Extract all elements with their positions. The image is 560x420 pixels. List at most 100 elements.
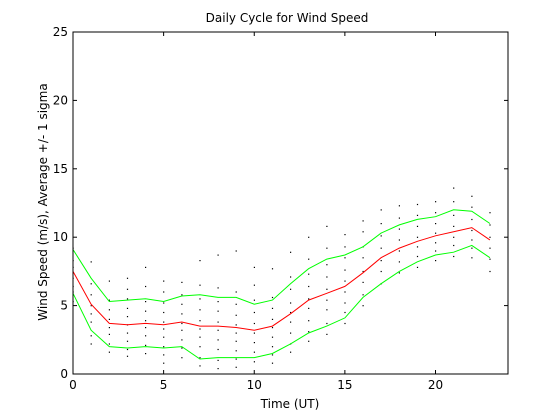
scatter-point xyxy=(453,187,455,189)
scatter-point xyxy=(362,220,364,222)
scatter-point xyxy=(217,287,219,289)
scatter-point xyxy=(235,291,237,293)
scatter-point xyxy=(145,335,147,337)
x-tick-label: 15 xyxy=(337,378,352,392)
scatter-point xyxy=(435,201,437,203)
scatter-point xyxy=(199,346,201,348)
scatter-point xyxy=(271,362,274,364)
scatter-point xyxy=(380,209,382,211)
scatter-point xyxy=(362,231,364,233)
scatter-point xyxy=(271,307,274,309)
scatter-point xyxy=(199,328,201,330)
scatter-point xyxy=(398,205,400,207)
scatter-point xyxy=(435,232,437,234)
scatter-point xyxy=(489,224,491,226)
scatter-point xyxy=(235,366,237,368)
scatter-point xyxy=(217,254,219,256)
scatter-point xyxy=(199,298,201,300)
scatter-point xyxy=(271,296,274,299)
scatter-point xyxy=(108,333,110,335)
scatter-point xyxy=(181,347,183,349)
scatter-point xyxy=(308,307,310,309)
scatter-point xyxy=(163,291,165,293)
scatter-point xyxy=(471,239,473,241)
scatter-point xyxy=(344,246,346,248)
scatter-point xyxy=(145,285,147,288)
scatter-point xyxy=(326,276,328,278)
scatter-point xyxy=(326,309,328,311)
scatter-point xyxy=(145,301,147,303)
scatter-point xyxy=(380,270,382,273)
scatter-point xyxy=(90,343,92,345)
scatter-point xyxy=(145,327,147,329)
scatter-point xyxy=(90,261,92,263)
scatter-point xyxy=(453,255,455,258)
scatter-point xyxy=(126,316,129,318)
scatter-point xyxy=(362,270,364,273)
scatter-point xyxy=(471,206,473,208)
scatter-point xyxy=(126,348,129,351)
scatter-point xyxy=(290,351,292,353)
scatter-point xyxy=(126,277,129,279)
scatter-point xyxy=(199,365,201,367)
scatter-point xyxy=(235,303,237,305)
scatter-point xyxy=(108,351,110,353)
scatter-point xyxy=(435,260,437,262)
scatter-point xyxy=(471,257,473,259)
scatter-point xyxy=(308,320,310,322)
scatter-point xyxy=(398,239,400,241)
scatter-point xyxy=(126,298,129,300)
scatter-point xyxy=(471,218,473,221)
scatter-point xyxy=(253,342,255,344)
scatter-point xyxy=(90,305,92,307)
scatter-point xyxy=(344,311,346,314)
scatter-point xyxy=(308,298,310,300)
scatter-point xyxy=(308,258,310,260)
scatter-point xyxy=(290,332,292,334)
scatter-point xyxy=(163,362,165,364)
x-tick-label: 0 xyxy=(69,378,77,392)
scatter-point xyxy=(253,322,255,325)
scatter-point xyxy=(163,302,165,304)
scatter-point xyxy=(108,309,110,311)
scatter-point xyxy=(435,242,437,244)
scatter-point xyxy=(398,250,400,252)
y-tick-label: 25 xyxy=(53,25,68,39)
scatter-point xyxy=(253,332,255,334)
y-axis-label: Wind Speed (m/s), Average +/- 1 sigma xyxy=(36,83,50,320)
scatter-point xyxy=(398,272,400,274)
scatter-point xyxy=(308,340,310,342)
scatter-point xyxy=(344,269,346,271)
y-tick-label: 15 xyxy=(53,162,68,176)
scatter-point xyxy=(145,353,147,355)
scatter-point xyxy=(90,294,92,296)
scatter-point xyxy=(362,257,364,259)
x-axis-label: Time (UT) xyxy=(260,397,320,411)
scatter-point xyxy=(308,236,310,238)
scatter-point xyxy=(435,223,437,225)
scatter-point xyxy=(145,266,147,268)
scatter-point xyxy=(326,288,328,290)
scatter-point xyxy=(416,203,419,206)
scatter-point xyxy=(326,225,328,227)
scatter-point xyxy=(489,212,491,214)
scatter-point xyxy=(217,348,219,351)
scatter-point xyxy=(435,250,437,252)
scatter-point xyxy=(271,327,274,329)
scatter-point xyxy=(380,223,382,225)
scatter-point xyxy=(344,291,346,293)
x-tick-label: 20 xyxy=(428,378,443,392)
scatter-point xyxy=(199,260,201,262)
scatter-point xyxy=(181,313,183,315)
scatter-point xyxy=(235,332,237,334)
series-line-0 xyxy=(72,209,491,305)
scatter-point xyxy=(217,329,219,331)
x-tick-label: 10 xyxy=(247,378,262,392)
scatter-point xyxy=(453,236,455,238)
scatter-point xyxy=(108,318,110,320)
scatter-point xyxy=(416,246,419,248)
scatter-point xyxy=(126,332,129,334)
x-tick-label: 5 xyxy=(160,378,168,392)
scatter-point xyxy=(290,288,292,290)
